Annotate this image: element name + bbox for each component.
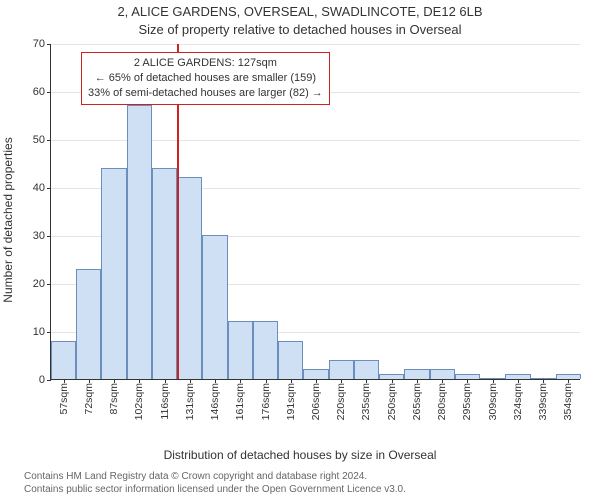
- x-tick-label: 87sqm: [108, 383, 120, 415]
- chart-bar: [127, 105, 152, 379]
- x-tick-label: 309sqm: [487, 383, 499, 420]
- x-tick-mark: [442, 379, 443, 383]
- chart-bar: [202, 235, 227, 379]
- x-tick-mark: [165, 379, 166, 383]
- x-tick-label: 280sqm: [436, 383, 448, 420]
- chart-bar: [177, 177, 202, 379]
- x-tick-mark: [366, 379, 367, 383]
- annotation-line2: ← 65% of detached houses are smaller (15…: [88, 71, 323, 86]
- x-tick-mark: [139, 379, 140, 383]
- x-tick-mark: [114, 379, 115, 383]
- x-tick-label: 250sqm: [386, 383, 398, 420]
- chart-plot-area: 2 ALICE GARDENS: 127sqm ← 65% of detache…: [50, 44, 580, 380]
- x-tick-mark: [467, 379, 468, 383]
- chart-bar: [228, 321, 253, 379]
- y-tick-label: 0: [39, 374, 45, 386]
- x-tick-label: 324sqm: [512, 383, 524, 420]
- chart-bar: [101, 168, 126, 379]
- annotation-line3: 33% of semi-detached houses are larger (…: [88, 86, 323, 101]
- chart-bar: [329, 360, 354, 379]
- y-tick-mark: [47, 92, 51, 93]
- x-tick-label: 354sqm: [562, 383, 574, 420]
- page-title-main: 2, ALICE GARDENS, OVERSEAL, SWADLINCOTE,…: [0, 4, 600, 19]
- x-tick-mark: [240, 379, 241, 383]
- chart-annotation-box: 2 ALICE GARDENS: 127sqm ← 65% of detache…: [81, 52, 330, 105]
- chart-bar: [404, 369, 429, 379]
- x-tick-label: 235sqm: [360, 383, 372, 420]
- y-tick-label: 50: [33, 134, 45, 146]
- x-tick-label: 295sqm: [461, 383, 473, 420]
- x-tick-label: 191sqm: [285, 383, 297, 420]
- x-tick-mark: [64, 379, 65, 383]
- x-tick-label: 102sqm: [133, 383, 145, 420]
- page-title-sub: Size of property relative to detached ho…: [0, 22, 600, 37]
- x-tick-mark: [316, 379, 317, 383]
- chart-bar: [51, 341, 76, 379]
- x-tick-mark: [341, 379, 342, 383]
- chart-bar: [430, 369, 455, 379]
- y-axis-label: Number of detached properties: [1, 137, 15, 302]
- x-tick-label: 116sqm: [159, 383, 171, 420]
- y-tick-mark: [47, 188, 51, 189]
- x-tick-label: 265sqm: [411, 383, 423, 420]
- x-tick-mark: [518, 379, 519, 383]
- footer-attribution: Contains HM Land Registry data © Crown c…: [24, 471, 596, 496]
- y-tick-label: 10: [33, 326, 45, 338]
- x-tick-label: 131sqm: [184, 383, 196, 420]
- y-tick-mark: [47, 44, 51, 45]
- y-tick-label: 60: [33, 86, 45, 98]
- x-tick-label: 146sqm: [209, 383, 221, 420]
- x-tick-label: 176sqm: [260, 383, 272, 420]
- x-tick-mark: [493, 379, 494, 383]
- chart-bar: [354, 360, 379, 379]
- y-tick-mark: [47, 332, 51, 333]
- chart-bar: [253, 321, 278, 379]
- x-tick-mark: [392, 379, 393, 383]
- x-tick-label: 57sqm: [58, 383, 70, 415]
- x-tick-label: 161sqm: [234, 383, 246, 420]
- x-tick-mark: [266, 379, 267, 383]
- x-axis-label: Distribution of detached houses by size …: [0, 448, 600, 462]
- chart-bar: [278, 341, 303, 379]
- x-tick-mark: [543, 379, 544, 383]
- x-tick-mark: [417, 379, 418, 383]
- footer-line1: Contains HM Land Registry data © Crown c…: [24, 471, 596, 484]
- chart-bar: [152, 168, 177, 379]
- x-tick-label: 339sqm: [537, 383, 549, 420]
- chart-axes-frame: 2 ALICE GARDENS: 127sqm ← 65% of detache…: [50, 44, 580, 380]
- x-tick-mark: [89, 379, 90, 383]
- x-tick-mark: [291, 379, 292, 383]
- y-tick-mark: [47, 380, 51, 381]
- y-tick-label: 20: [33, 278, 45, 290]
- x-tick-label: 206sqm: [310, 383, 322, 420]
- x-tick-label: 220sqm: [335, 383, 347, 420]
- y-tick-mark: [47, 284, 51, 285]
- footer-line2: Contains public sector information licen…: [24, 484, 596, 497]
- x-tick-mark: [190, 379, 191, 383]
- y-tick-label: 30: [33, 230, 45, 242]
- chart-bar: [76, 269, 101, 379]
- x-tick-mark: [568, 379, 569, 383]
- y-tick-label: 70: [33, 38, 45, 50]
- y-tick-mark: [47, 140, 51, 141]
- annotation-line1: 2 ALICE GARDENS: 127sqm: [88, 56, 323, 71]
- y-tick-mark: [47, 236, 51, 237]
- x-tick-mark: [215, 379, 216, 383]
- chart-bar: [303, 369, 328, 379]
- y-tick-label: 40: [33, 182, 45, 194]
- x-tick-label: 72sqm: [83, 383, 95, 415]
